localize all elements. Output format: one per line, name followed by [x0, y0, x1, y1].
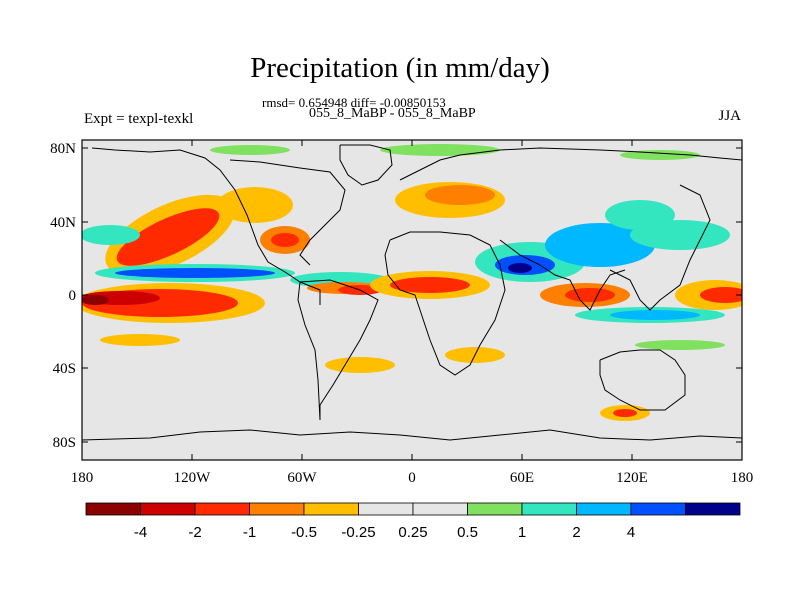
anomaly-patch	[613, 409, 637, 417]
colorbar-swatch	[303, 502, 359, 516]
colorbar-swatch	[140, 502, 196, 516]
colorbar-swatch	[467, 502, 523, 516]
plot-title: Precipitation (in mm/day)	[250, 52, 550, 84]
anomaly-patch	[217, 187, 293, 223]
coastline	[299, 279, 379, 420]
anomaly-patch	[380, 144, 500, 156]
season-label: JJA	[718, 108, 741, 124]
coastline	[82, 429, 742, 441]
colorbar-swatch	[194, 502, 250, 516]
axis-ticks: 180 120W 60W 0 60E 120E 180 80N 40N 0 40S 80S	[50, 140, 753, 486]
y-tick-label: 0	[69, 288, 77, 304]
colorbar-swatch	[576, 502, 632, 516]
anomaly-patch	[565, 288, 615, 302]
anomaly-patch	[700, 287, 742, 303]
coastline	[229, 159, 346, 266]
x-tick-label: 60E	[510, 470, 534, 486]
anomaly-patch	[630, 220, 730, 250]
colorbar-label: 0.25	[398, 524, 427, 541]
colorbar-swatch	[521, 502, 577, 516]
anomaly-patch	[115, 268, 275, 278]
experiment-label: Expt = texpl-texkl	[84, 111, 194, 127]
y-tick-label: 40N	[50, 215, 76, 231]
anomaly-patch	[635, 340, 725, 350]
colorbar-label: -2	[188, 524, 201, 541]
coastline	[384, 231, 506, 376]
coastlines	[82, 144, 742, 441]
case-comparison: 055_8_MaBP - 055_8_MaBP	[309, 106, 476, 121]
coastline	[499, 239, 626, 311]
anomaly-patch	[325, 357, 395, 373]
anomaly-patches	[82, 144, 742, 421]
x-tick-label: 60W	[287, 470, 317, 486]
y-tick-label: 80S	[53, 435, 76, 451]
y-tick-label: 80N	[50, 141, 76, 157]
x-tick-label: 180	[71, 470, 94, 486]
anomaly-patch	[82, 225, 140, 245]
anomaly-patch	[545, 223, 655, 267]
colorbar-label: -0.5	[291, 524, 317, 541]
y-tick-label: 40S	[53, 361, 76, 377]
colorbar-swatch	[358, 502, 414, 516]
colorbar-label: -0.25	[341, 524, 375, 541]
coastline	[609, 184, 711, 311]
x-tick-label: 120E	[616, 470, 648, 486]
coastline	[91, 147, 321, 305]
coastline	[399, 147, 742, 181]
colorbar-swatch	[249, 502, 305, 516]
stats-line: rmsd= 0.654948 diff= -0.00850153	[262, 95, 446, 110]
colorbar: -4 -2 -1 -0.5 -0.25 0.25 0.5 1 2 4	[85, 502, 741, 541]
anomaly-patch	[610, 310, 700, 320]
colorbar-label: -1	[243, 524, 256, 541]
coastline	[339, 144, 393, 186]
colorbar-label: -4	[134, 524, 147, 541]
colorbar-swatch	[630, 502, 686, 516]
colorbar-label: 1	[518, 524, 526, 541]
coastline	[599, 349, 686, 411]
anomaly-patch	[116, 208, 220, 266]
colorbar-swatch	[412, 502, 468, 516]
colorbar-label: 4	[627, 524, 635, 541]
x-tick-label: 120W	[174, 470, 212, 486]
colorbar-swatch	[85, 502, 141, 516]
colorbar-swatch	[685, 502, 741, 516]
anomaly-patch	[508, 263, 532, 273]
anomaly-patch	[82, 295, 109, 305]
anomaly-patch	[210, 145, 290, 155]
anomaly-patch	[271, 233, 299, 247]
anomaly-patch	[390, 277, 470, 293]
x-tick-label: 0	[408, 470, 416, 486]
anomaly-patch	[100, 334, 180, 346]
anomaly-patch	[425, 185, 495, 205]
x-tick-label: 180	[731, 470, 754, 486]
colorbar-label: 0.5	[457, 524, 478, 541]
colorbar-label: 2	[572, 524, 580, 541]
coastline	[297, 281, 321, 421]
